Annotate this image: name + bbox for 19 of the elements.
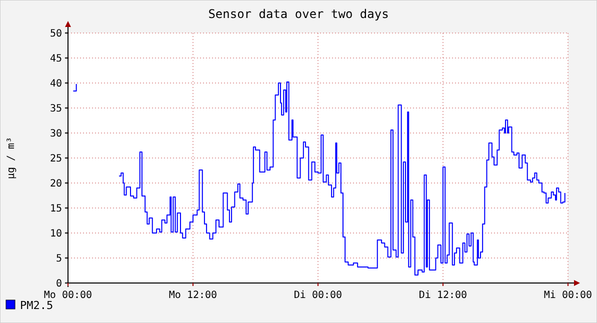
y-tick-label: 0 [56, 278, 62, 290]
y-tick-label: 30 [50, 128, 62, 140]
x-tick-label: Di 12:00 [418, 290, 468, 301]
x-tick-label: Mi 00:00 [544, 290, 592, 301]
y-tick-label: 50 [50, 28, 62, 40]
x-tick-label: Mo 00:00 [44, 290, 92, 301]
x-tick-label: Di 00:00 [294, 290, 342, 301]
y-tick-label: 20 [50, 178, 62, 190]
legend-label: PM2.5 [20, 299, 54, 312]
y-tick-label: 10 [50, 228, 62, 240]
x-tick-label: Mo 12:00 [168, 290, 218, 301]
y-tick-label: 15 [50, 204, 62, 214]
y-tick-label: 5 [56, 254, 62, 264]
y-tick-label: 25 [50, 154, 62, 164]
y-tick-label: 45 [50, 54, 62, 64]
y-axis-title: µg / m³ [6, 136, 17, 180]
y-tick-label: 40 [50, 78, 62, 90]
chart-title: Sensor data over two days [208, 7, 389, 21]
y-tick-label: 35 [50, 104, 62, 114]
